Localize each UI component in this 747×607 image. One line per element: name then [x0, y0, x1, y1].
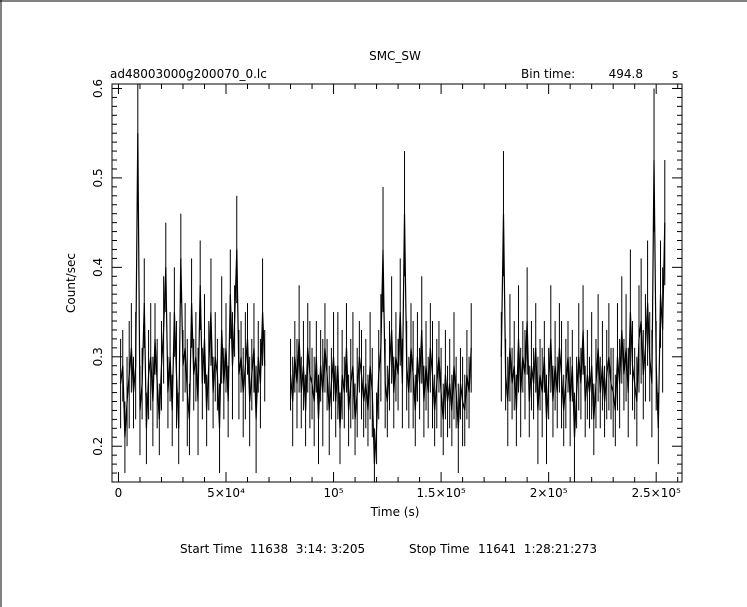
start-time-value: 11638 3:14: 3:205: [250, 542, 365, 556]
series-line: [120, 133, 266, 438]
y-tick-label: 0.3: [91, 347, 105, 366]
tick-labels: 0 5×10⁴ 10⁵ 1.5×10⁵ 2×10⁵ 2.5×10⁵ 0.2 0.3 0.4 0.5…: [91, 79, 681, 500]
plot-frame: [111, 83, 683, 483]
y-tick-label: 0.5: [91, 168, 105, 187]
x-tick-label: 1.5×10⁵: [416, 486, 465, 500]
series-line: [289, 213, 472, 465]
x-tick-label: 0: [115, 486, 123, 500]
bin-time-value: 494.8: [609, 67, 643, 81]
x-tick-label: 2×10⁵: [530, 486, 568, 500]
x-tick-label: 5×10⁴: [207, 486, 245, 500]
axis-ticks: [112, 84, 682, 482]
y-tick-label: 0.4: [91, 258, 105, 277]
y-tick-label: 0.2: [91, 437, 105, 456]
x-axis-label: Time (s): [370, 505, 420, 519]
stop-time-label: Stop Time: [409, 542, 469, 556]
light-curve-series: [120, 84, 666, 482]
start-time-label: Start Time: [180, 542, 243, 556]
bin-time-label: Bin time:: [521, 67, 575, 81]
stop-time-value: 11641 1:28:21:273: [478, 542, 597, 556]
bin-time-unit: s: [672, 67, 678, 81]
series-line: [500, 159, 666, 438]
file-name-label: ad48003000g200070_0.lc: [110, 67, 267, 81]
x-tick-label: 10⁵: [324, 486, 344, 500]
x-tick-label: 2.5×10⁵: [632, 486, 681, 500]
y-tick-label: 0.6: [91, 79, 105, 98]
chart-title: SMC_SW: [369, 49, 421, 63]
y-axis-label: Count/sec: [64, 253, 78, 313]
